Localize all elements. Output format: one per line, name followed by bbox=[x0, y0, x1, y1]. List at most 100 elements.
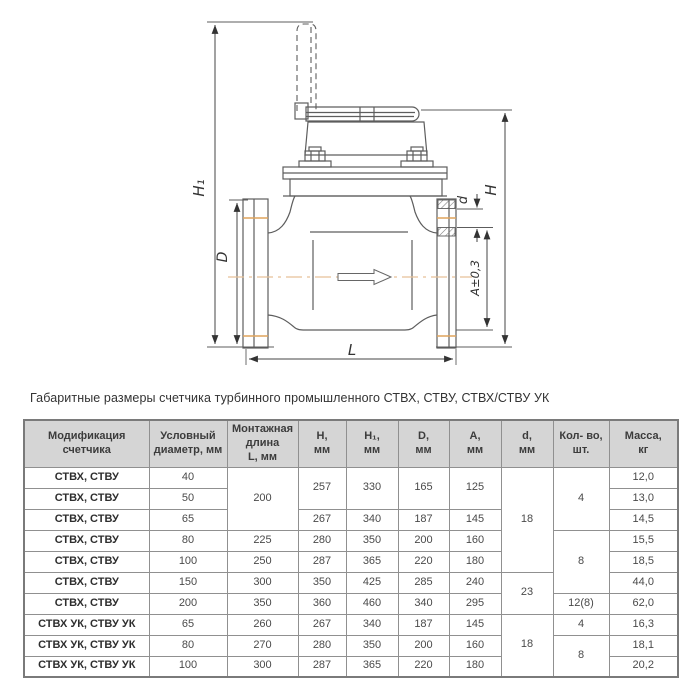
cell-d-big: 285 bbox=[397, 571, 450, 594]
cell-h1: 340 bbox=[345, 613, 399, 636]
cell-d-small: 18 bbox=[500, 613, 554, 678]
cell-h: 257 bbox=[297, 466, 347, 510]
cell-length: 300 bbox=[226, 655, 299, 678]
cell-mass: 62,0 bbox=[608, 592, 679, 615]
cell-modification: СТВХ, СТВУ bbox=[23, 571, 150, 594]
col-header-d-big: D, мм bbox=[397, 419, 450, 468]
cell-length: 350 bbox=[226, 592, 299, 615]
cell-a: 125 bbox=[448, 466, 502, 510]
cell-h1: 340 bbox=[345, 508, 399, 531]
cell-d-small: 18 bbox=[500, 466, 554, 573]
cell-dn: 50 bbox=[148, 487, 228, 510]
table-row: СТВХ УК, СТВУ УК 100 300 287 365 220 180… bbox=[23, 655, 679, 678]
meter-technical-drawing: H₁ D H d A±0,3 L bbox=[190, 21, 512, 365]
cell-length: 250 bbox=[226, 550, 299, 573]
cell-h: 350 bbox=[297, 571, 347, 594]
label-d: d bbox=[456, 195, 471, 204]
cell-length: 225 bbox=[226, 529, 299, 552]
cell-mass: 20,2 bbox=[608, 655, 679, 678]
cell-modification: СТВХ, СТВУ bbox=[23, 592, 150, 615]
cell-modification: СТВХ, СТВУ bbox=[23, 487, 150, 510]
counter-lid bbox=[305, 106, 420, 122]
col-header-modification: Модификация счетчика bbox=[23, 419, 150, 468]
col-header-diameter: Условный диаметр, мм bbox=[148, 419, 228, 468]
cell-length: 270 bbox=[226, 634, 299, 657]
table-row: СТВХ, СТВУ 100 250 287 365 220 180 18,5 bbox=[23, 550, 679, 573]
cell-h1: 350 bbox=[345, 634, 399, 657]
table-row: СТВХ, СТВУ 150 300 350 425 285 240 23 44… bbox=[23, 571, 679, 615]
cell-modification: СТВХ УК, СТВУ УК bbox=[23, 634, 150, 657]
bolt-hole-hatch-bottom bbox=[437, 227, 456, 237]
cell-modification: СТВХ, СТВУ bbox=[23, 550, 150, 573]
cell-dn: 40 bbox=[148, 466, 228, 489]
cell-length: 260 bbox=[226, 613, 299, 636]
cell-modification: СТВХ УК, СТВУ УК bbox=[23, 613, 150, 636]
cell-dn: 100 bbox=[148, 655, 228, 678]
cell-modification: СТВХ, СТВУ bbox=[23, 508, 150, 531]
cell-h: 287 bbox=[297, 550, 347, 573]
cell-d-big: 200 bbox=[397, 634, 450, 657]
cell-length: 200 bbox=[226, 466, 299, 531]
cell-dn: 80 bbox=[148, 634, 228, 657]
col-header-h1: Н₁, мм bbox=[345, 419, 399, 468]
cell-h1: 460 bbox=[345, 592, 399, 615]
cell-modification: СТВХ, СТВУ bbox=[23, 466, 150, 489]
col-header-qty: Кол- во, шт. bbox=[552, 419, 610, 468]
cell-mass: 44,0 bbox=[608, 571, 679, 594]
table-row: СТВХ, СТВУ 65 267 340 187 145 14,5 bbox=[23, 508, 679, 531]
cell-h: 360 bbox=[297, 592, 347, 615]
cell-h1: 365 bbox=[345, 550, 399, 573]
cell-mass: 18,5 bbox=[608, 550, 679, 573]
cell-h: 267 bbox=[297, 613, 347, 636]
cell-d-big: 187 bbox=[397, 508, 450, 531]
header-row: Модификация счетчика Условный диаметр, м… bbox=[23, 419, 679, 468]
cell-h1: 330 bbox=[345, 466, 399, 510]
cell-a: 145 bbox=[448, 613, 502, 636]
cell-mass: 14,5 bbox=[608, 508, 679, 531]
cell-d-big: 165 bbox=[397, 466, 450, 510]
cell-dn: 200 bbox=[148, 592, 228, 615]
cell-a: 145 bbox=[448, 508, 502, 531]
cell-h: 280 bbox=[297, 634, 347, 657]
table-row: СТВХ, СТВУ 50 13,0 bbox=[23, 487, 679, 510]
cell-mass: 12,0 bbox=[608, 466, 679, 489]
cell-a: 160 bbox=[448, 634, 502, 657]
table-title: Габаритные размеры счетчика турбинного п… bbox=[30, 391, 550, 405]
table-row: СТВХ, СТВУ 200 350 360 460 340 295 12(8)… bbox=[23, 592, 679, 615]
col-header-mass: Масса, кг bbox=[608, 419, 679, 468]
cell-h: 267 bbox=[297, 508, 347, 531]
cell-d-big: 187 bbox=[397, 613, 450, 636]
dimension-lines bbox=[211, 24, 509, 363]
cell-dn: 80 bbox=[148, 529, 228, 552]
cell-dn: 150 bbox=[148, 571, 228, 594]
cell-dn: 65 bbox=[148, 613, 228, 636]
cell-a: 180 bbox=[448, 655, 502, 678]
cell-d-big: 220 bbox=[397, 655, 450, 678]
meter-body bbox=[242, 102, 457, 349]
cell-qty: 8 bbox=[552, 529, 610, 594]
dimensions-table: Модификация счетчика Условный диаметр, м… bbox=[23, 419, 679, 678]
extension-lines bbox=[207, 21, 512, 365]
cell-mass: 18,1 bbox=[608, 634, 679, 657]
cell-h1: 425 bbox=[345, 571, 399, 594]
cell-mass: 15,5 bbox=[608, 529, 679, 552]
cell-d-big: 200 bbox=[397, 529, 450, 552]
col-header-h: H, мм bbox=[297, 419, 347, 468]
cell-h1: 365 bbox=[345, 655, 399, 678]
cell-dn: 65 bbox=[148, 508, 228, 531]
label-H: H bbox=[482, 184, 500, 195]
label-D: D bbox=[215, 251, 231, 262]
register-phantom bbox=[296, 23, 317, 111]
cell-a: 160 bbox=[448, 529, 502, 552]
label-A: A±0,3 bbox=[468, 260, 482, 297]
cell-qty: 4 bbox=[552, 466, 610, 531]
cell-a: 240 bbox=[448, 571, 502, 594]
table-row: СТВХ, СТВУ 80 225 280 350 200 160 8 15,5 bbox=[23, 529, 679, 594]
cell-d-small: 23 bbox=[500, 571, 554, 615]
table-row: СТВХ УК, СТВУ УК 80 270 280 350 200 160 … bbox=[23, 634, 679, 678]
cell-qty: 8 bbox=[552, 634, 610, 678]
cell-a: 180 bbox=[448, 550, 502, 573]
cell-h1: 350 bbox=[345, 529, 399, 552]
cell-d-big: 220 bbox=[397, 550, 450, 573]
bolt-left bbox=[298, 146, 332, 168]
